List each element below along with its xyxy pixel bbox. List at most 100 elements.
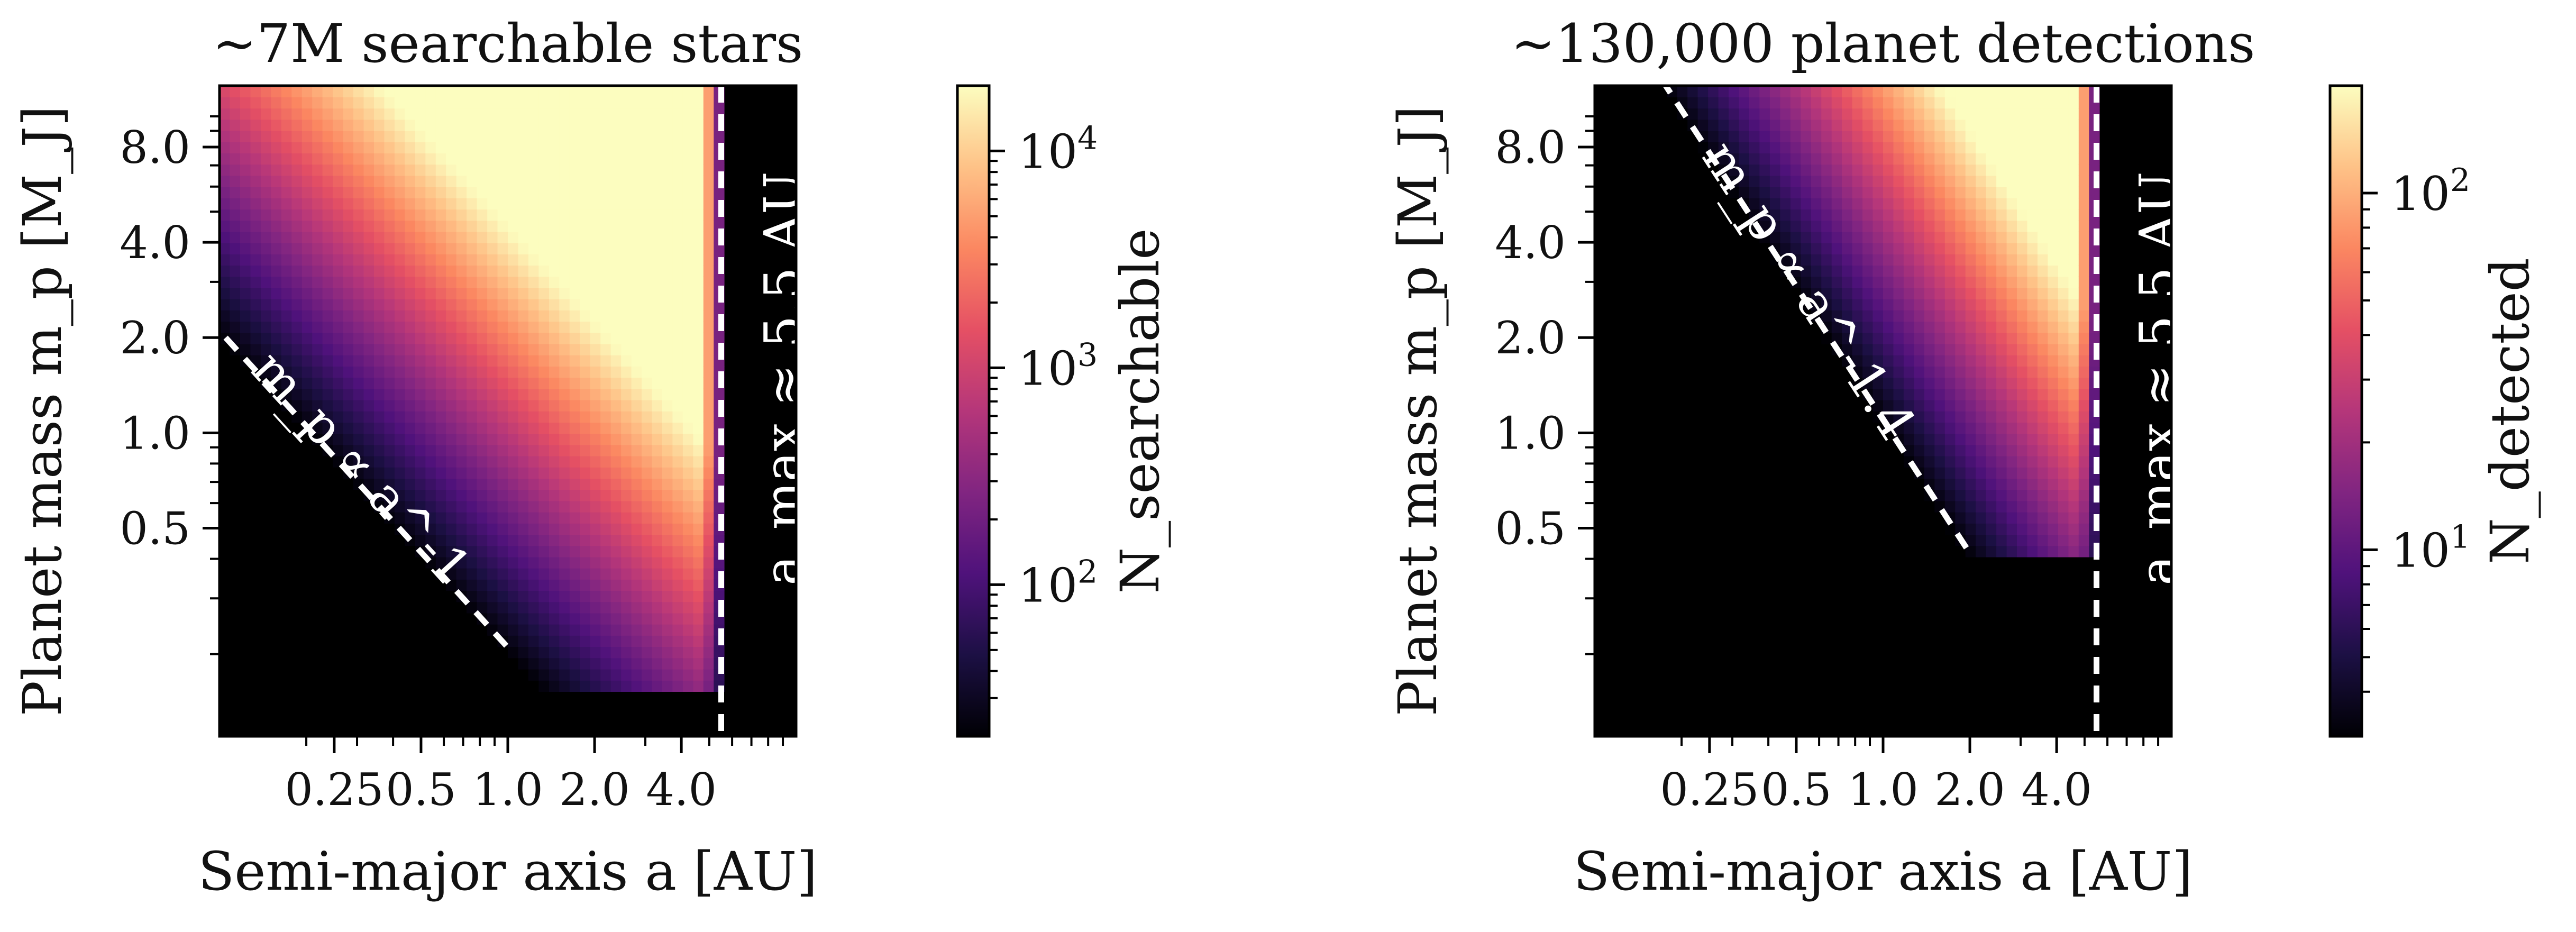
heatmap-cell [415, 119, 426, 131]
colorbar-gradient [956, 84, 991, 738]
heatmap-cell [590, 242, 601, 254]
heatmap-cell [1718, 86, 1729, 97]
heatmap-cell [682, 332, 694, 344]
heatmap-cell [1769, 108, 1781, 120]
heatmap-cell [2078, 164, 2090, 176]
heatmap-cell [1934, 265, 1945, 277]
heatmap-cell [693, 142, 704, 153]
heatmap-cell [384, 455, 395, 468]
heatmap-cell [631, 164, 642, 176]
heatmap-cell [394, 209, 406, 221]
heatmap-cell [1842, 119, 1853, 131]
heatmap-cell [1955, 467, 1966, 479]
heatmap-cell [508, 108, 519, 120]
heatmap-cell [1883, 198, 1894, 210]
heatmap-cell [538, 377, 550, 389]
heatmap-cell [1903, 287, 1915, 299]
heatmap-cell [477, 545, 488, 558]
heatmap-cell [580, 130, 591, 142]
heatmap-cell [497, 276, 508, 288]
heatmap-cell [600, 601, 611, 614]
heatmap-cell [693, 276, 704, 288]
heatmap-cell [333, 422, 344, 434]
heatmap-cell [333, 276, 344, 288]
heatmap-cell [487, 399, 498, 412]
heatmap-cell [1821, 153, 1832, 165]
heatmap-cell [497, 164, 508, 176]
heatmap-cell [590, 624, 601, 636]
heatmap-cell [374, 489, 385, 501]
heatmap-cell [528, 624, 540, 636]
heatmap-cell [467, 568, 478, 580]
heatmap-cell [538, 164, 550, 176]
heatmap-cell [1883, 254, 1894, 266]
heatmap-cell [333, 209, 344, 221]
heatmap-cell [518, 455, 529, 468]
heatmap-cell [291, 242, 303, 254]
heatmap-cell [652, 97, 663, 109]
heatmap-cell [477, 175, 488, 187]
panel-title: ~7M searchable stars [213, 13, 803, 75]
heatmap-cell [415, 489, 426, 501]
heatmap-cell [2027, 321, 2038, 333]
heatmap-cell [569, 422, 581, 434]
heatmap-cell [1986, 444, 1997, 456]
heatmap-cell [631, 332, 642, 344]
heatmap-cell [1790, 153, 1802, 165]
heatmap-cell [353, 321, 364, 333]
heatmap-cell [425, 287, 436, 299]
heatmap-cell [631, 242, 642, 254]
heatmap-cell [1955, 220, 1966, 232]
heatmap-cell [682, 231, 694, 243]
heatmap-cell [569, 455, 581, 468]
heatmap-cell [693, 478, 704, 490]
heatmap-cell [2058, 545, 2069, 558]
heatmap-cell [240, 142, 251, 153]
heatmap-cell [220, 310, 231, 322]
heatmap-cell [312, 186, 323, 198]
heatmap-cell [384, 86, 395, 97]
heatmap-cell [1934, 478, 1945, 490]
heatmap-cell [260, 321, 272, 333]
heatmap-cell [672, 669, 683, 681]
heatmap-cell [1914, 108, 1925, 120]
heatmap-cell [580, 500, 591, 513]
heatmap-cell [600, 635, 611, 647]
heatmap-cell [2068, 97, 2079, 109]
heatmap-cell [2038, 433, 2049, 445]
heatmap-cell [538, 186, 550, 198]
heatmap-cell [220, 242, 231, 254]
heatmap-cell [467, 579, 478, 591]
heatmap-cell [271, 130, 282, 142]
heatmap-cell [662, 590, 673, 602]
heatmap-cell [518, 388, 529, 400]
heatmap-cell [693, 455, 704, 468]
heatmap-cell [1842, 153, 1853, 165]
heatmap-cell [302, 411, 313, 423]
heatmap-cell [2078, 478, 2090, 490]
heatmap-cell [1976, 153, 1987, 165]
heatmap-cell [559, 613, 570, 625]
heatmap-cell [2017, 108, 2028, 120]
heatmap-cell [2089, 332, 2100, 344]
heatmap-cell [518, 175, 529, 187]
heatmap-cell [2006, 220, 2017, 232]
heatmap-cell [662, 613, 673, 625]
heatmap-cell [1883, 298, 1894, 310]
heatmap-cell [343, 119, 354, 131]
heatmap-cell [2006, 310, 2017, 322]
heatmap-cell [631, 545, 642, 558]
heatmap-cell [600, 411, 611, 423]
heatmap-cell [1759, 142, 1770, 153]
heatmap-cell [1893, 399, 1904, 412]
heatmap-cell [302, 254, 313, 266]
heatmap-cell [682, 366, 694, 378]
heatmap-cell [703, 411, 715, 423]
heatmap-cell [682, 254, 694, 266]
heatmap-cell [240, 287, 251, 299]
heatmap-cell [2078, 287, 2090, 299]
colorbar-tick-label: 101 [2391, 518, 2470, 578]
heatmap-cell [1934, 186, 1945, 198]
heatmap-cell [549, 186, 560, 198]
heatmap-cell [477, 86, 488, 97]
